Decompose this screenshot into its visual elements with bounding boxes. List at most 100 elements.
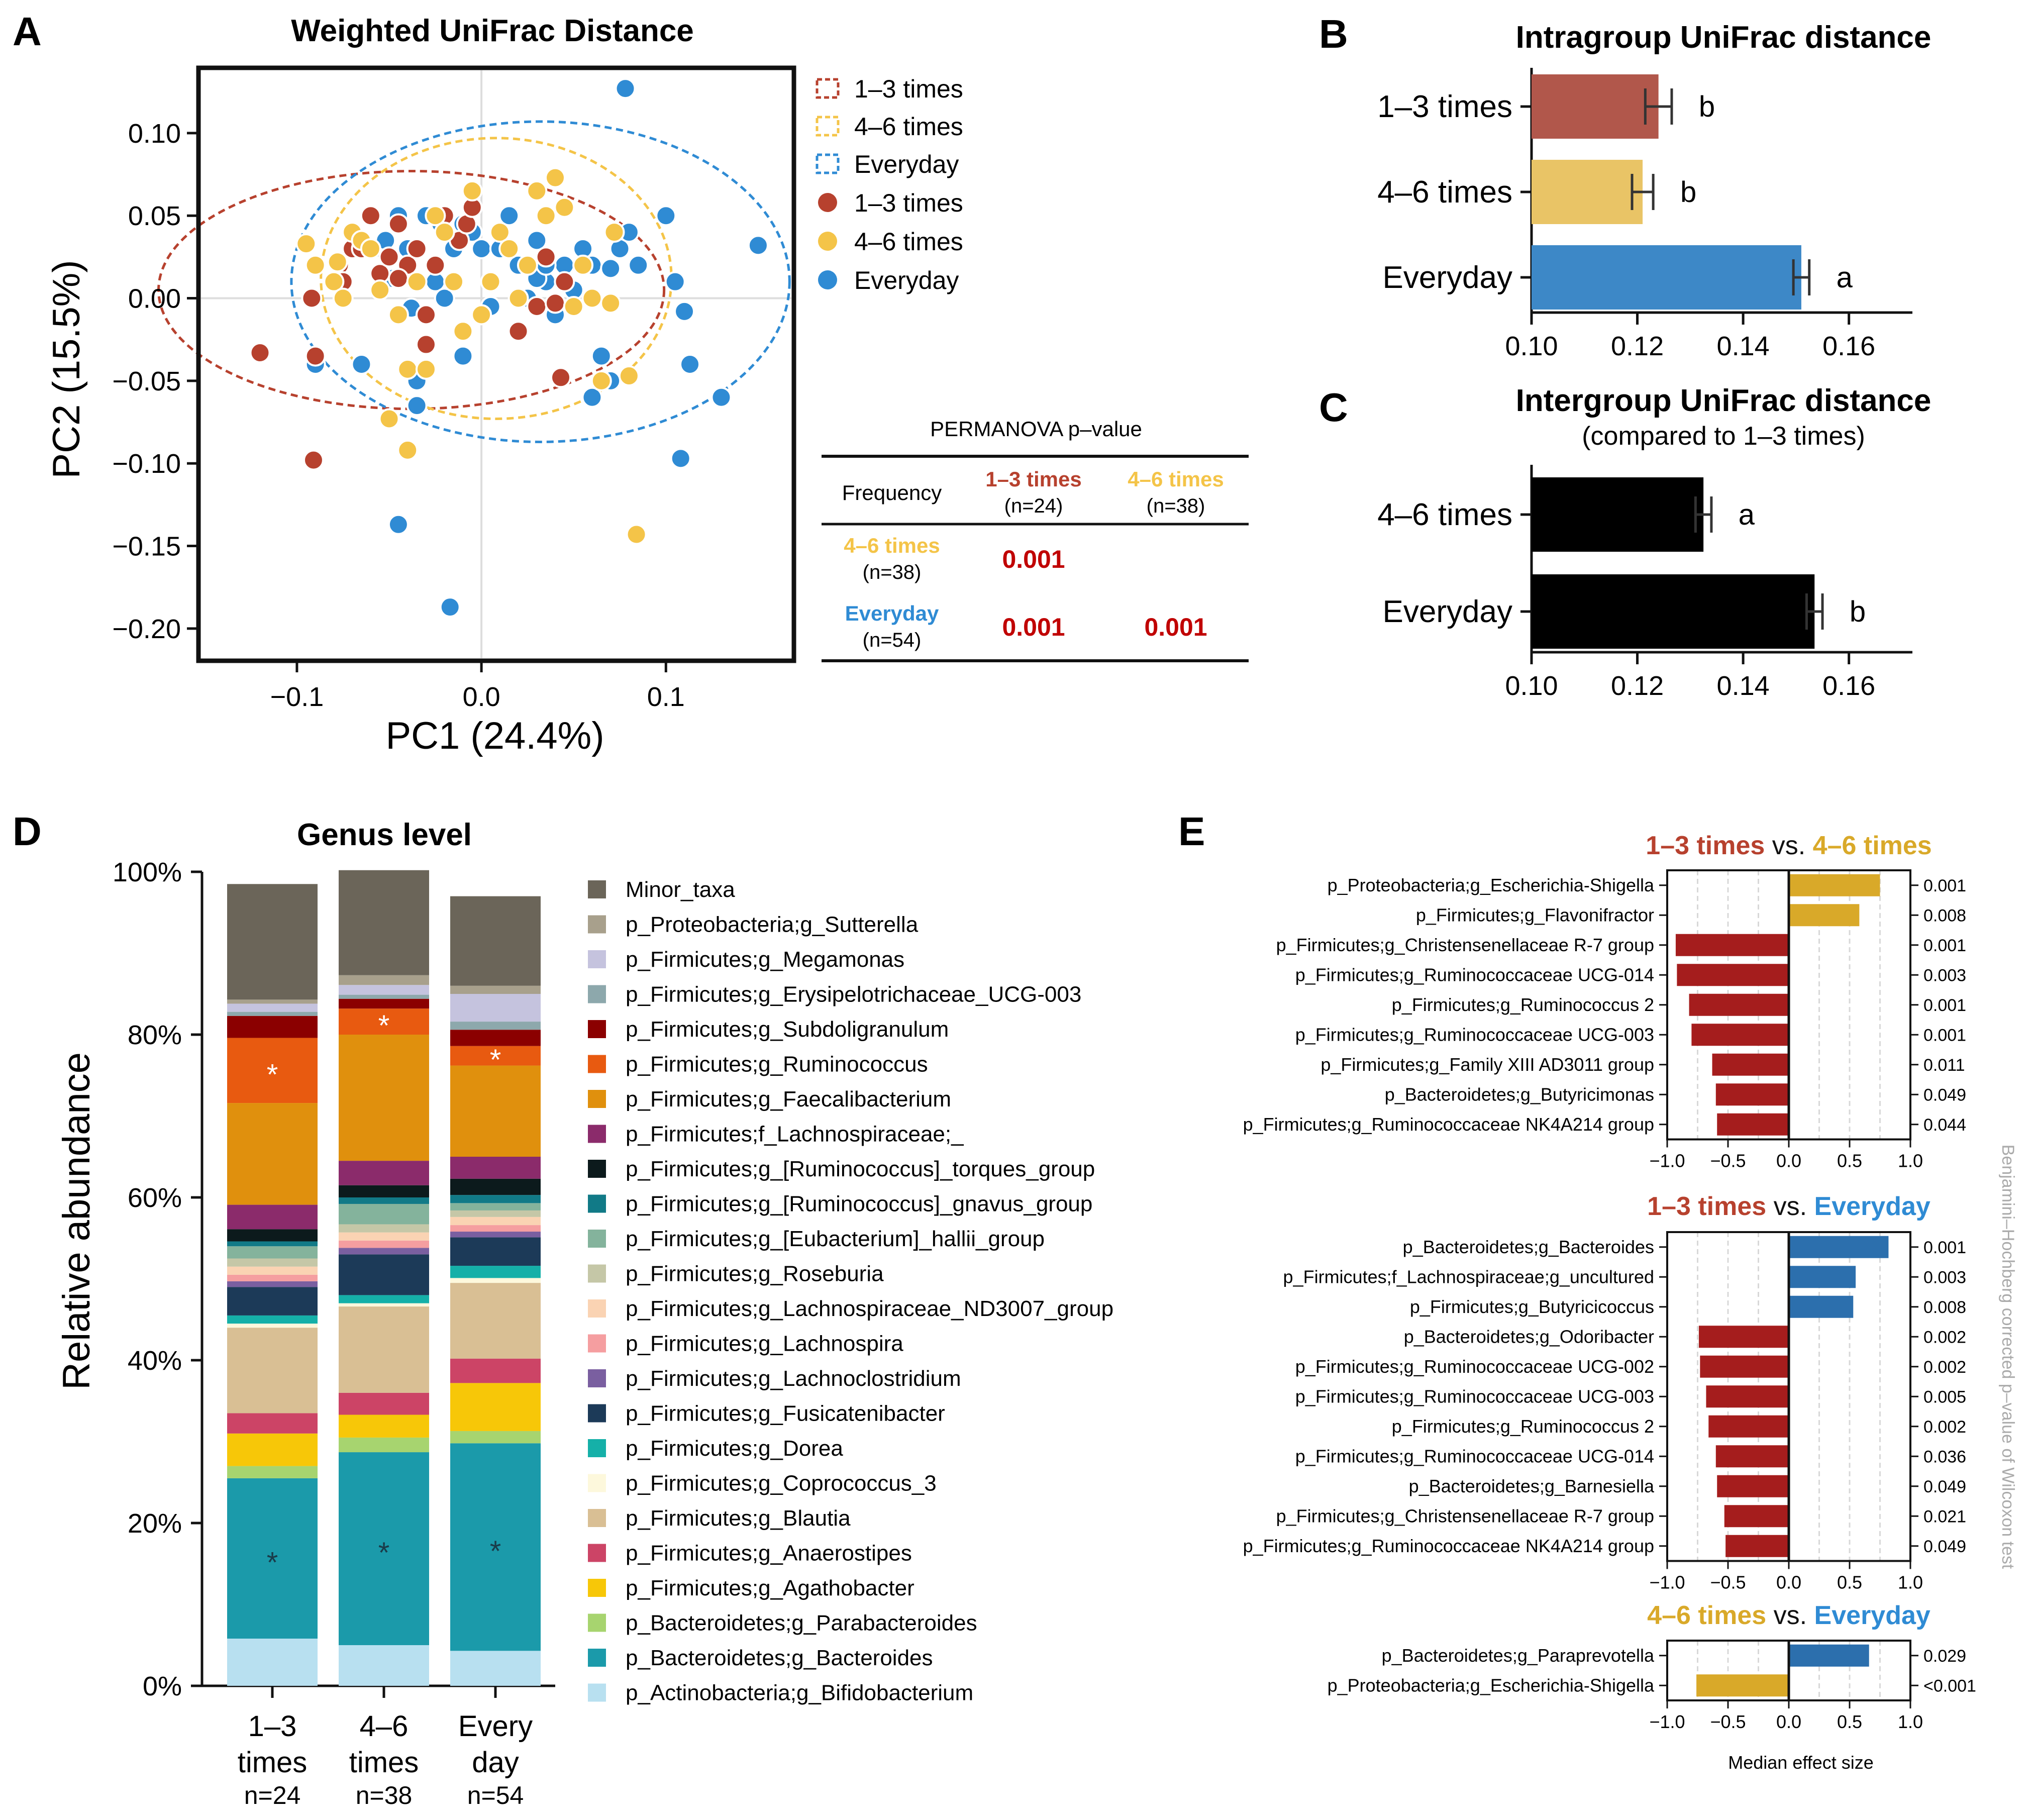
pca-point bbox=[452, 321, 474, 342]
legend-label: p_Firmicutes;g_[Ruminococcus]_gnavus_gro… bbox=[626, 1192, 1092, 1217]
stacked-segment bbox=[339, 1035, 429, 1161]
effect-x-tick-label: 1.0 bbox=[1898, 1572, 1923, 1593]
legend-label: p_Bacteroidetes;g_Bacteroides bbox=[626, 1646, 933, 1670]
taxon-label: p_Firmicutes;f_Lachnospiraceae;g_uncultu… bbox=[1283, 1266, 1654, 1287]
effect-bar bbox=[1789, 1236, 1889, 1258]
legend-swatch bbox=[588, 1334, 606, 1353]
effect-x-tick-label: 1.0 bbox=[1898, 1711, 1923, 1732]
stacked-y-tick-label: 60% bbox=[128, 1183, 182, 1213]
effect-bar bbox=[1717, 1475, 1789, 1497]
bar bbox=[1532, 477, 1704, 552]
legend-label: Minor_taxa bbox=[626, 877, 735, 902]
stacked-y-tick-label: 80% bbox=[128, 1020, 182, 1050]
panel-c-title: Intergroup UniFrac distance bbox=[1516, 383, 1932, 418]
pca-point bbox=[747, 235, 769, 256]
stacked-segment bbox=[339, 1452, 429, 1645]
pca-point bbox=[452, 345, 474, 367]
stacked-segment bbox=[450, 1358, 541, 1383]
legend-swatch bbox=[588, 1194, 606, 1213]
taxon-label: p_Bacteroidetes;g_Paraprevotella bbox=[1382, 1645, 1655, 1666]
p-value-label: 0.001 bbox=[1923, 1238, 1966, 1257]
panel-a-title: Weighted UniFrac Distance bbox=[291, 14, 694, 48]
effect-x-axis-label: Median effect size bbox=[1728, 1752, 1874, 1773]
legend-label: p_Firmicutes;g_Blautia bbox=[626, 1506, 851, 1531]
legend-swatch bbox=[588, 1404, 606, 1423]
stacked-segment bbox=[450, 1232, 541, 1238]
bar-x-tick-label: 0.16 bbox=[1822, 671, 1875, 701]
pca-point bbox=[415, 334, 437, 355]
taxon-label: p_Firmicutes;g_Ruminococcaceae UCG-014 bbox=[1295, 964, 1654, 985]
pca-point bbox=[415, 358, 437, 380]
pca-point bbox=[302, 449, 324, 471]
intragroup-bar-chart: b 1–3 times b 4–6 times a Everyday 0.10 0.12 0.1… bbox=[1377, 68, 1912, 361]
significance-star: * bbox=[490, 1044, 501, 1076]
pca-point bbox=[507, 287, 529, 309]
stacked-segment bbox=[227, 1204, 318, 1230]
stacked-segment bbox=[339, 975, 429, 985]
effect-bar bbox=[1675, 934, 1789, 956]
pca-point bbox=[590, 370, 612, 391]
stacked-segment bbox=[339, 1008, 429, 1035]
p-value-label: 0.008 bbox=[1923, 1298, 1966, 1317]
effect-x-tick-label: −1.0 bbox=[1649, 1572, 1685, 1593]
taxon-label: p_Bacteroidetes;g_Odoribacter bbox=[1404, 1326, 1654, 1347]
stacked-segment bbox=[339, 1645, 429, 1686]
stacked-segment bbox=[227, 1324, 318, 1328]
stacked-segment bbox=[450, 1225, 541, 1232]
pca-point bbox=[655, 205, 677, 227]
pca-point bbox=[554, 196, 575, 218]
pca-point bbox=[360, 205, 381, 227]
stacked-segment bbox=[339, 870, 429, 975]
panel-b: B Intragroup UniFrac distance b 1–3 times… bbox=[1319, 12, 1931, 361]
table-col1-n: (n=24) bbox=[1004, 495, 1063, 517]
table-row2-value2: 0.001 bbox=[1144, 613, 1207, 641]
legend-label: p_Firmicutes;g_[Eubacterium]_hallii_grou… bbox=[626, 1227, 1045, 1251]
stacked-segment bbox=[339, 1240, 429, 1248]
legend-swatch bbox=[588, 1509, 606, 1527]
effect-bar bbox=[1789, 1644, 1869, 1667]
pca-point bbox=[526, 230, 548, 251]
table-col1-label: 1–3 times bbox=[985, 467, 1081, 491]
effect-x-tick-label: 0.5 bbox=[1837, 1151, 1862, 1171]
pca-point bbox=[301, 287, 323, 309]
stacked-segment bbox=[227, 1016, 318, 1038]
taxon-label: p_Firmicutes;g_Family XIII AD3011 group bbox=[1320, 1054, 1654, 1075]
bar-category-label: 4–6 times bbox=[1377, 497, 1512, 532]
p-value-label: 0.008 bbox=[1923, 906, 1966, 925]
legend-swatch bbox=[588, 1264, 606, 1283]
panel-c: C Intergroup UniFrac distance (compared … bbox=[1319, 383, 1931, 701]
legend-label: p_Actinobacteria;g_Bifidobacterium bbox=[626, 1681, 973, 1705]
pca-point bbox=[397, 439, 419, 461]
genus-legend: Minor_taxa p_Proteobacteria;g_Sutterellap… bbox=[588, 877, 1113, 1705]
group-label-line2: day bbox=[472, 1746, 519, 1779]
pca-point bbox=[471, 304, 492, 326]
pca-y-tick-label: −0.15 bbox=[112, 532, 181, 562]
effect-bar bbox=[1708, 1415, 1789, 1438]
stacked-segment bbox=[227, 1258, 318, 1267]
pca-point bbox=[323, 271, 345, 292]
legend-label: p_Firmicutes;g_[Ruminococcus]_torques_gr… bbox=[626, 1157, 1095, 1181]
bar-x-tick-label: 0.16 bbox=[1822, 331, 1875, 361]
stacked-segment bbox=[450, 1266, 541, 1278]
taxon-label: p_Firmicutes;g_Flavonifractor bbox=[1416, 904, 1654, 925]
effect-bar bbox=[1700, 1355, 1789, 1378]
group-n-label: n=38 bbox=[356, 1781, 413, 1809]
group-n-label: n=24 bbox=[244, 1781, 301, 1809]
stacked-segment bbox=[227, 1315, 318, 1324]
stacked-segment bbox=[339, 1197, 429, 1204]
group-label-line1: 4–6 bbox=[360, 1710, 409, 1743]
stacked-segment bbox=[450, 1431, 541, 1444]
pca-point bbox=[526, 295, 548, 317]
bar bbox=[1532, 160, 1643, 224]
pca-point bbox=[378, 246, 400, 268]
effect-bar bbox=[1789, 874, 1880, 896]
effect-bar bbox=[1715, 1445, 1789, 1468]
panel-e: E 1–3 times vs. 4–6 times p_Proteobacteri… bbox=[1178, 809, 2017, 1773]
bar-category-label: 4–6 times bbox=[1377, 175, 1512, 210]
bar-x-tick-label: 0.12 bbox=[1611, 671, 1664, 701]
legend-swatch bbox=[588, 950, 606, 968]
p-value-label: 0.002 bbox=[1923, 1358, 1966, 1377]
significance-letter: b bbox=[1850, 595, 1866, 628]
stacked-segment bbox=[450, 1046, 541, 1066]
stacked-segment bbox=[450, 1651, 541, 1686]
